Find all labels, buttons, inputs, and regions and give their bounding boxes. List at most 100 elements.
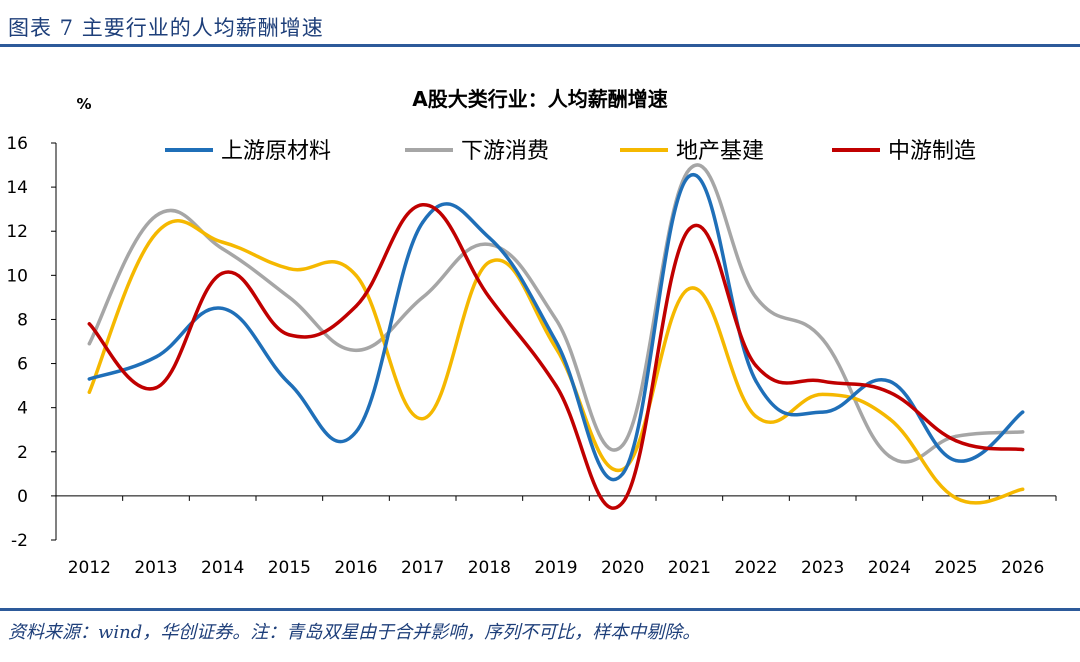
legend-label: 中游制造	[888, 139, 976, 164]
data-point	[754, 379, 758, 383]
data-point	[421, 220, 425, 224]
x-tick-label: 2026	[1001, 558, 1044, 578]
data-point	[87, 342, 91, 346]
data-point	[1021, 430, 1025, 434]
data-point	[87, 390, 91, 394]
data-point	[354, 348, 358, 352]
y-tick-label: 6	[17, 355, 28, 375]
data-point	[1021, 487, 1025, 491]
data-point	[487, 236, 491, 240]
data-point	[621, 500, 625, 505]
data-point	[887, 454, 891, 458]
data-point	[354, 430, 358, 434]
legend-label: 下游消费	[461, 139, 549, 164]
data-point	[421, 295, 425, 299]
data-point	[821, 410, 825, 414]
data-point	[154, 386, 158, 390]
x-tick-label: 2015	[268, 558, 311, 578]
x-tick-label: 2021	[668, 558, 711, 578]
data-point	[87, 377, 91, 381]
data-point	[1021, 410, 1025, 414]
data-point	[154, 231, 158, 236]
top-rule	[0, 44, 1080, 47]
chart-title: A股大类行业：人均薪酬增速	[412, 87, 667, 111]
data-point	[621, 472, 625, 476]
x-tick-label: 2013	[134, 558, 177, 578]
data-point	[487, 242, 491, 247]
y-tick-label: -2	[11, 531, 28, 551]
data-point	[154, 214, 158, 218]
data-point	[821, 337, 825, 341]
data-point	[621, 443, 625, 447]
legend: 上游原材料 下游消费 地产基建 中游制造	[165, 139, 976, 164]
x-tick-label: 2018	[468, 558, 511, 578]
data-point	[954, 434, 958, 438]
series-group	[87, 219, 1025, 505]
data-point	[221, 247, 225, 251]
data-point	[487, 295, 491, 299]
y-tick-label: 8	[17, 310, 28, 330]
data-point	[554, 346, 558, 350]
axes: -2 0 2 4 6 8 10 12 14 16 2012 2013 2014 2015 2016 2017 2…	[6, 134, 1057, 578]
data-point	[754, 295, 758, 299]
series-group	[87, 203, 1025, 510]
data-point	[554, 384, 558, 388]
data-point	[754, 414, 758, 419]
data-point	[221, 306, 225, 311]
figure-title: 图表 7 主要行业的人均薪酬增速	[8, 16, 324, 40]
y-tick-label: 4	[17, 399, 28, 419]
data-point	[487, 260, 491, 264]
data-point	[687, 167, 691, 172]
data-point	[354, 273, 358, 277]
data-point	[687, 174, 691, 178]
x-tick-label: 2024	[868, 558, 911, 578]
x-tick-label: 2016	[334, 558, 377, 578]
series-line	[87, 203, 1025, 510]
data-point	[287, 295, 291, 299]
data-point	[554, 317, 558, 322]
x-tick-label: 2023	[801, 558, 844, 578]
y-tick-label: 0	[17, 487, 28, 507]
data-point	[421, 203, 425, 207]
data-point	[221, 271, 225, 275]
data-point	[554, 339, 558, 344]
data-point	[687, 286, 691, 291]
data-point	[954, 459, 958, 463]
data-point	[354, 304, 358, 308]
x-tick-label: 2017	[401, 558, 444, 578]
y-tick-label: 14	[6, 178, 28, 198]
line-chart: A股大类行业：人均薪酬增速 % -2 0 2 4 6 8 10 12 14 16 2012 2013 2…	[6, 87, 1057, 578]
y-tick-label: 16	[6, 134, 28, 154]
data-point	[954, 496, 958, 500]
y-tick-label: 10	[6, 266, 28, 286]
data-point	[154, 355, 158, 359]
data-point	[421, 417, 425, 421]
x-tick-label: 2025	[934, 558, 977, 578]
x-tick-label: 2019	[534, 558, 577, 578]
x-tick-label: 2022	[734, 558, 777, 578]
data-point	[754, 364, 758, 368]
x-tick-label: 2012	[68, 558, 111, 578]
series-group	[87, 173, 1025, 482]
data-point	[87, 322, 91, 326]
x-tick-label: 2020	[601, 558, 644, 578]
data-point	[887, 379, 891, 383]
series-group	[87, 163, 1025, 464]
data-point	[287, 381, 291, 386]
series-line	[87, 173, 1025, 482]
y-unit-label: %	[76, 95, 91, 113]
data-point	[887, 417, 891, 421]
series-line	[87, 219, 1025, 505]
data-point	[687, 227, 691, 231]
data-point	[287, 267, 291, 271]
series-lines	[87, 163, 1025, 510]
series-line	[87, 163, 1025, 464]
legend-label: 地产基建	[676, 139, 764, 164]
data-point	[887, 390, 891, 394]
x-tick-label: 2014	[201, 558, 244, 578]
data-point	[1021, 447, 1025, 452]
data-point	[221, 240, 225, 244]
y-tick-label: 12	[6, 222, 28, 242]
y-tick-label: 2	[17, 443, 28, 463]
data-point	[287, 333, 291, 337]
